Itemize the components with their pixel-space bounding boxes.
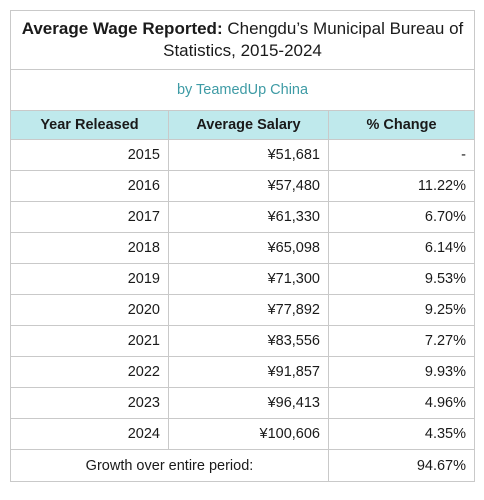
cell-year: 2016 — [10, 170, 169, 202]
cell-year: 2023 — [10, 387, 169, 419]
cell-year: 2022 — [10, 356, 169, 388]
table-row: 2022 ¥91,857 9.93% — [10, 356, 476, 388]
column-header-change: % Change — [327, 110, 476, 140]
table-row: 2024 ¥100,606 4.35% — [10, 418, 476, 450]
table-row: 2021 ¥83,556 7.27% — [10, 325, 476, 357]
table-title-rest: Chengdu’s Municipal Bureau of Statistics… — [163, 19, 464, 60]
wage-table-container: Average Wage Reported: Chengdu’s Municip… — [9, 10, 476, 482]
cell-salary: ¥83,556 — [168, 325, 329, 357]
cell-change: 11.22% — [327, 170, 476, 202]
column-header-salary: Average Salary — [168, 110, 329, 140]
cell-change: 6.14% — [327, 232, 476, 264]
table-row: 2015 ¥51,681- — [10, 139, 476, 171]
column-header-year: Year Released — [10, 110, 169, 140]
cell-year: 2019 — [10, 263, 169, 295]
footer-label: Growth over entire period: — [10, 449, 329, 482]
cell-salary: ¥96,413 — [168, 387, 329, 419]
cell-change: 4.96% — [327, 387, 476, 419]
cell-salary: ¥51,681 — [168, 139, 329, 171]
table-title-bold: Average Wage Reported: — [21, 19, 223, 38]
footer-value: 94.67% — [327, 449, 476, 482]
cell-salary: ¥57,480 — [168, 170, 329, 202]
cell-change: 9.25% — [327, 294, 476, 326]
table-row: 2017 ¥61,330 6.70% — [10, 201, 476, 233]
cell-salary: ¥61,330 — [168, 201, 329, 233]
cell-year: 2020 — [10, 294, 169, 326]
table-row: 2019 ¥71,300 9.53% — [10, 263, 476, 295]
table-row: 2016 ¥57,480 11.22% — [10, 170, 476, 202]
table-row: 2023 ¥96,413 4.96% — [10, 387, 476, 419]
table-subtitle: by TeamedUp China — [9, 69, 476, 111]
cell-year: 2018 — [10, 232, 169, 264]
table-title: Average Wage Reported: Chengdu’s Municip… — [9, 10, 476, 70]
table-row: 2020 ¥77,892 9.25% — [10, 294, 476, 326]
cell-year: 2017 — [10, 201, 169, 233]
wage-table: Average Wage Reported: Chengdu’s Municip… — [9, 10, 476, 482]
cell-change: 9.93% — [327, 356, 476, 388]
cell-change: 9.53% — [327, 263, 476, 295]
cell-salary: ¥91,857 — [168, 356, 329, 388]
cell-salary: ¥100,606 — [168, 418, 329, 450]
cell-change: 7.27% — [327, 325, 476, 357]
table-row: 2018 ¥65,098 6.14% — [10, 232, 476, 264]
cell-year: 2015 — [10, 139, 169, 171]
cell-salary: ¥71,300 — [168, 263, 329, 295]
cell-salary: ¥65,098 — [168, 232, 329, 264]
cell-year: 2024 — [10, 418, 169, 450]
cell-change: 6.70% — [327, 201, 476, 233]
cell-change: - — [327, 139, 476, 171]
cell-change: 4.35% — [327, 418, 476, 450]
cell-salary: ¥77,892 — [168, 294, 329, 326]
cell-year: 2021 — [10, 325, 169, 357]
